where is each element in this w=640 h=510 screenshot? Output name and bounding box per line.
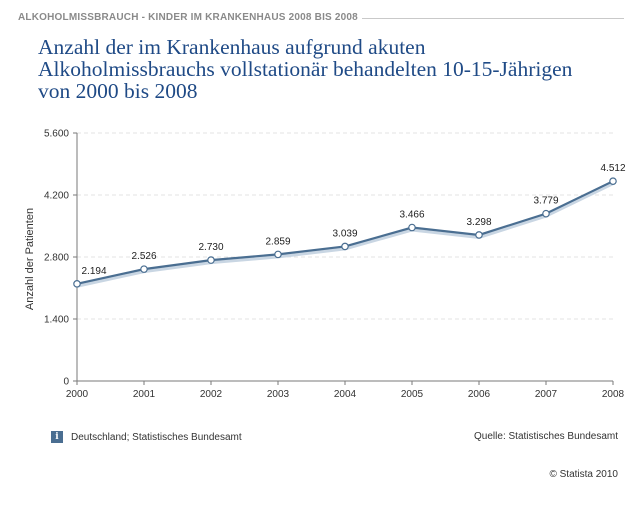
y-axis-label: Anzahl der Patienten — [24, 208, 36, 310]
data-point — [609, 177, 617, 185]
y-tick-label: 5.600 — [44, 129, 69, 140]
x-tick-label: 2008 — [602, 389, 625, 400]
data-point — [274, 250, 282, 259]
region-source-note: i Deutschland; Statistisches Bundesamt — [51, 431, 242, 443]
data-label: 3.039 — [332, 228, 357, 239]
data-label: 3.298 — [466, 217, 491, 228]
data-point — [73, 280, 81, 288]
data-point — [140, 265, 148, 273]
y-tick-label: 0 — [63, 377, 69, 388]
data-label: 2.859 — [265, 236, 290, 247]
data-point — [341, 242, 349, 251]
data-label: 2.526 — [131, 251, 156, 262]
data-point — [408, 223, 416, 232]
source-text: Quelle: Statistisches Bundesamt — [474, 431, 618, 442]
region-source-text: Deutschland; Statistisches Bundesamt — [71, 431, 242, 443]
kicker-rule — [362, 18, 624, 19]
data-label: 2.194 — [81, 266, 106, 277]
y-tick-label: 4.200 — [44, 191, 69, 202]
copyright-text[interactable]: © Statista 2010 — [549, 469, 618, 480]
x-tick-label: 2007 — [535, 389, 558, 400]
x-tick-label: 2001 — [133, 389, 156, 400]
data-point — [542, 209, 550, 218]
data-label: 3.779 — [533, 196, 558, 207]
chart-title: Anzahl der im Krankenhaus aufgrund akute… — [38, 35, 573, 103]
y-tick-label: 1.400 — [44, 315, 69, 326]
data-label: 2.730 — [198, 242, 223, 253]
data-point — [475, 231, 483, 239]
y-tick-label: 2.800 — [44, 253, 69, 264]
data-label: 4.512 — [600, 163, 625, 174]
data-point — [207, 256, 215, 264]
kicker-heading: ALKOHOLMISSBRAUCH - KINDER IM KRANKENHAU… — [18, 12, 358, 23]
x-tick-label: 2006 — [468, 389, 491, 400]
x-tick-label: 2002 — [200, 389, 223, 400]
x-tick-label: 2003 — [267, 389, 290, 400]
info-icon[interactable]: i — [51, 431, 63, 443]
data-label: 3.466 — [399, 210, 424, 221]
x-tick-label: 2005 — [401, 389, 424, 400]
x-tick-label: 2000 — [66, 389, 89, 400]
x-tick-label: 2004 — [334, 389, 357, 400]
